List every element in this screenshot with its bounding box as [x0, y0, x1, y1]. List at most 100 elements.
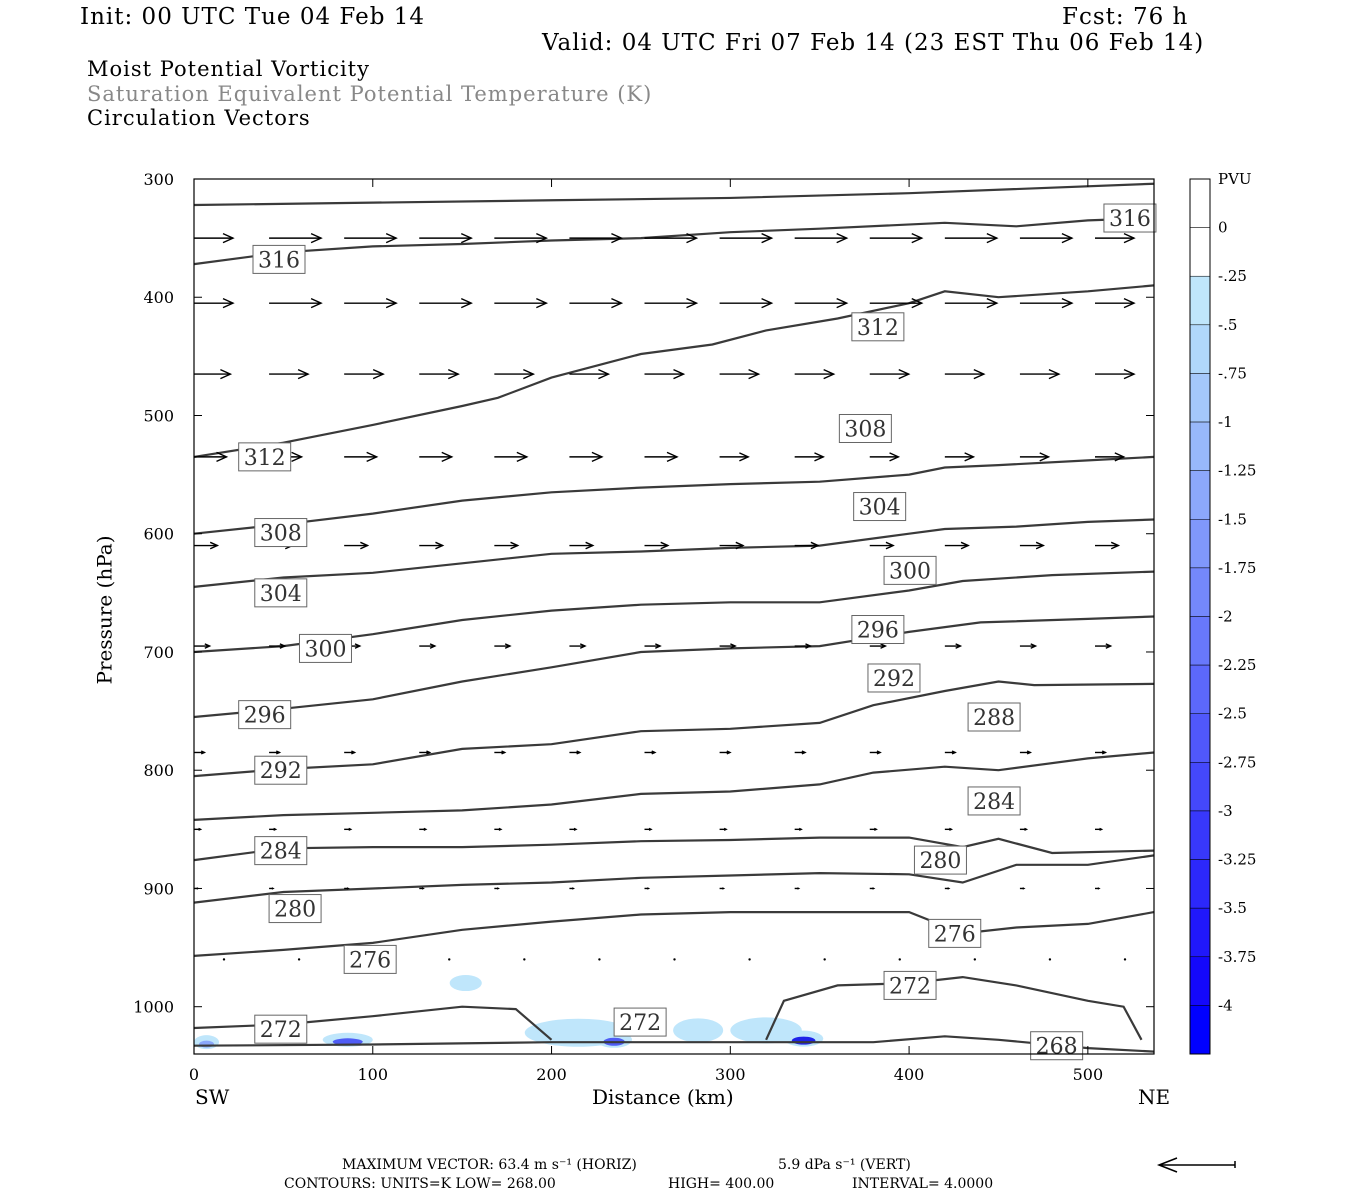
vector-head [447, 368, 460, 380]
vector-dot [297, 958, 301, 961]
contour-label: 300 [304, 637, 346, 662]
vector-head [798, 827, 803, 831]
vector-dot [222, 958, 226, 961]
vector-head [498, 827, 503, 831]
vector-head [898, 368, 911, 380]
vector-head [204, 643, 212, 649]
colorbar-swatch [1189, 907, 1211, 958]
vector-head [1061, 232, 1074, 244]
contour-label: 304 [859, 496, 901, 521]
vector-head [873, 827, 878, 831]
vector-head [1035, 541, 1046, 550]
vector-head [686, 232, 699, 244]
colorbar-level-label: 0 [1218, 219, 1228, 237]
contour-296 [193, 615, 1155, 719]
footer-max-vector: MAXIMUM VECTOR: 63.4 m s⁻¹ (HORIZ) [342, 1157, 637, 1173]
vector-head [651, 750, 657, 755]
contour-label: 276 [934, 922, 976, 947]
vector-head [198, 827, 203, 831]
y-tick-label: 800 [143, 761, 174, 780]
contour-label-box [838, 413, 892, 443]
field-title-mpv: Moist Potential Vorticity [87, 57, 370, 81]
vector-head [660, 541, 670, 550]
contour-label-box [1103, 203, 1157, 233]
contour-label-box [853, 492, 907, 522]
colorbar: 0 -.25 -.5 -.75 -1 -1.25 -1.5 -1.75 -2 -2.25 -2.5 -… [1189, 178, 1256, 1055]
vector-head [209, 541, 220, 550]
vector-head [1110, 541, 1121, 550]
colorbar-level-label: -3 [1218, 802, 1233, 820]
contour-label-box [867, 663, 921, 693]
vector-head [310, 232, 323, 244]
colorbar-swatch [1189, 859, 1211, 909]
vector-head [429, 643, 437, 649]
x-tick-label: 0 [189, 1065, 199, 1084]
vector-head [730, 643, 737, 649]
vector-head [271, 887, 275, 890]
contour-label-box [851, 312, 905, 342]
contour-label: 308 [844, 417, 886, 442]
contour-label: 272 [260, 1018, 302, 1043]
y-tick-label: 500 [143, 406, 174, 425]
colorbar-swatch [1189, 1005, 1211, 1055]
vector-dot [748, 958, 751, 961]
vector-head [516, 451, 529, 463]
contour-label: 308 [260, 522, 302, 547]
colorbar-level-label: -1 [1218, 413, 1233, 431]
contour-label-box [254, 518, 308, 548]
vector-head [735, 541, 745, 550]
vector-head [1048, 368, 1061, 380]
x-tick-label: 400 [894, 1065, 925, 1084]
vector-head [801, 750, 807, 755]
pv-core [791, 1036, 816, 1045]
contour-label: 280 [274, 898, 316, 923]
vector-head [1022, 887, 1026, 890]
vector-head [761, 298, 774, 309]
vector-head [611, 298, 624, 309]
vector-head [385, 232, 398, 244]
contour-label: 272 [889, 974, 931, 999]
vector-head [673, 368, 686, 380]
contour-label: 276 [349, 948, 391, 973]
vector-head [222, 298, 235, 309]
colorbar-frame [1189, 178, 1211, 1055]
vector-head [441, 451, 454, 463]
vector-dot [898, 958, 901, 961]
vector-head [1123, 232, 1136, 244]
vector-head [346, 887, 350, 890]
vector-head [986, 298, 999, 309]
vector-dot [523, 958, 526, 961]
contour-label-box [967, 786, 1021, 816]
contour-292 [193, 680, 1155, 778]
contour-304 [193, 518, 1155, 588]
contour-label: 312 [244, 446, 286, 471]
vector-head [723, 827, 728, 831]
contour-label-box [883, 555, 937, 585]
vector-head [579, 643, 587, 649]
colorbar-level-label: -1.5 [1218, 510, 1247, 528]
vector-head [598, 368, 611, 380]
vector-head [510, 541, 520, 550]
vector-head [1061, 298, 1074, 309]
footer-interval: INTERVAL= 4.0000 [852, 1176, 994, 1192]
contour-280 [193, 854, 1155, 904]
contour-label: 316 [1109, 207, 1151, 232]
contour-label: 316 [258, 248, 300, 273]
contour-label-box [613, 1007, 667, 1037]
vector-head [585, 541, 595, 550]
footer-max-vert: 5.9 dPa s⁻¹ (VERT) [778, 1157, 911, 1173]
vector-head [460, 232, 473, 244]
vector-head [947, 887, 951, 890]
colorbar-title: PVU [1218, 170, 1252, 188]
valid-time: Valid: 04 UTC Fri 07 Feb 14 (23 EST Thu … [542, 30, 1205, 56]
vector-head [423, 827, 428, 831]
vector-head [291, 451, 304, 463]
vector-head [297, 368, 310, 380]
colorbar-level-label: -.25 [1218, 267, 1247, 285]
contour-label: 284 [973, 790, 1015, 815]
contour-label-box [238, 442, 292, 472]
plot-frame [193, 178, 1155, 1055]
contour-label-box [254, 578, 308, 608]
colorbar-swatch [1189, 762, 1211, 812]
